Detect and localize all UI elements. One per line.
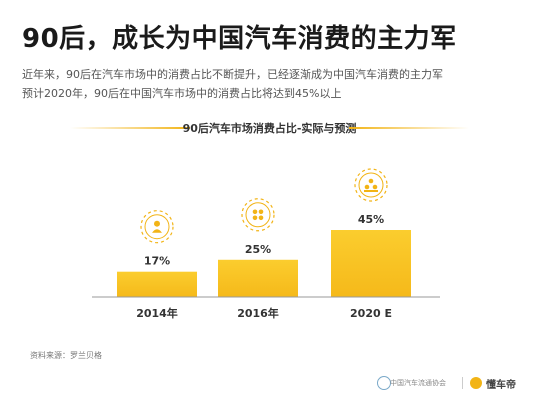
bar-1 (218, 259, 298, 297)
crowd-icon (354, 168, 388, 202)
person-icon (140, 210, 174, 244)
source-note: 资料来源：罗兰贝格 (30, 351, 102, 360)
category-label-1: 2016年 (237, 306, 279, 320)
value-label-1: 25% (245, 243, 271, 256)
dongchedi-logo-icon (470, 377, 482, 389)
bar-2 (331, 230, 411, 297)
group-icon (241, 198, 275, 232)
value-label-0: 17% (144, 255, 170, 268)
category-label-2: 2020 E (350, 307, 392, 320)
dongchedi-logo-text: 懂车帝 (486, 380, 516, 391)
title-dash-left (70, 127, 190, 129)
page-title: 90后，成长为中国汽车消费的主力军 (22, 24, 457, 54)
title-dash-right (349, 127, 469, 129)
association-logo-icon (377, 376, 391, 390)
association-logo-text: 中国汽车流通协会 (390, 379, 446, 387)
value-label-2: 45% (358, 213, 384, 226)
footer-separator (462, 377, 463, 389)
chart-header: 90后汽车市场消费占比-实际与预测 (0, 112, 539, 142)
category-label-0: 2014年 (136, 306, 178, 320)
bar-0 (117, 271, 197, 297)
subtitle-line-2: 预计2020年，90后在中国汽车市场中的消费占比将达到45%以上 (22, 87, 342, 100)
chart-title: 90后汽车市场消费占比-实际与预测 (182, 122, 357, 135)
subtitle-line-1: 近年来，90后在汽车市场中的消费占比不断提升，已经逐渐成为中国汽车消费的主力军 (22, 68, 443, 81)
